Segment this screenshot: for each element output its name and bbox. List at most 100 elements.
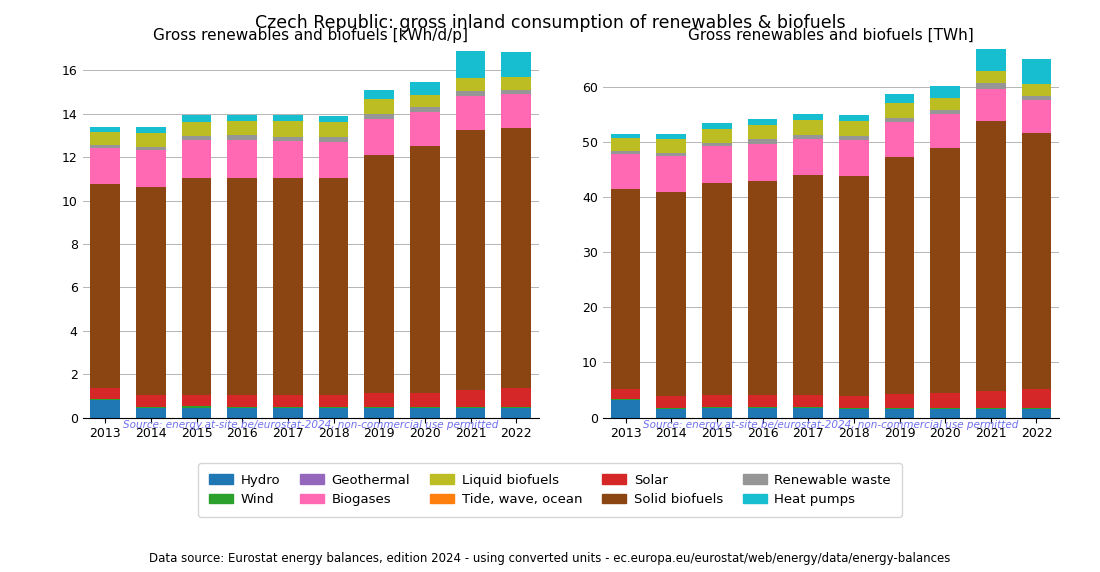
Title: Gross renewables and biofuels [TWh]: Gross renewables and biofuels [TWh] <box>689 28 974 43</box>
Bar <box>136 147 166 150</box>
Bar <box>884 157 914 394</box>
Bar <box>455 408 485 418</box>
Bar <box>273 178 303 395</box>
Bar <box>90 388 120 399</box>
Bar <box>610 189 640 388</box>
Bar <box>839 409 869 418</box>
Bar <box>657 156 686 192</box>
Text: Data source: Eurostat energy balances, edition 2024 - using converted units - ec: Data source: Eurostat energy balances, e… <box>150 551 950 565</box>
Bar <box>884 94 914 103</box>
Bar <box>364 394 394 407</box>
Bar <box>228 136 257 140</box>
Bar <box>884 394 914 408</box>
Bar <box>273 121 303 137</box>
Bar <box>1022 133 1052 389</box>
Bar <box>657 153 686 156</box>
Bar <box>502 51 531 77</box>
Bar <box>793 407 823 408</box>
Bar <box>839 115 869 121</box>
Bar <box>884 122 914 157</box>
Bar <box>702 407 732 408</box>
Bar <box>182 136 211 140</box>
Bar <box>610 400 640 418</box>
Bar <box>455 391 485 407</box>
Bar <box>455 130 485 391</box>
Bar <box>410 407 440 408</box>
Bar <box>884 118 914 122</box>
Bar <box>976 89 1005 121</box>
Bar <box>364 154 394 394</box>
Bar <box>931 110 960 114</box>
Bar <box>793 408 823 418</box>
Bar <box>136 407 166 408</box>
Legend: Hydro, Wind, Geothermal, Biogases, Liquid biofuels, Tide, wave, ocean, Solar, So: Hydro, Wind, Geothermal, Biogases, Liqui… <box>198 463 902 517</box>
Bar <box>839 140 869 176</box>
Bar <box>90 399 120 400</box>
Bar <box>702 122 732 129</box>
Bar <box>410 107 440 112</box>
Bar <box>657 140 686 153</box>
Bar <box>319 116 349 122</box>
Bar <box>364 407 394 408</box>
Bar <box>839 136 869 140</box>
Bar <box>273 395 303 407</box>
Bar <box>931 409 960 418</box>
Bar <box>182 121 211 136</box>
Bar <box>976 408 1005 409</box>
Bar <box>502 77 531 90</box>
Bar <box>90 400 120 418</box>
Bar <box>657 408 686 409</box>
Bar <box>502 94 531 128</box>
Bar <box>182 177 211 395</box>
Bar <box>319 408 349 418</box>
Bar <box>610 399 640 400</box>
Bar <box>273 408 303 418</box>
Bar <box>182 395 211 407</box>
Bar <box>319 122 349 137</box>
Bar <box>931 148 960 394</box>
Bar <box>136 408 166 418</box>
Bar <box>931 114 960 148</box>
Bar <box>273 141 303 178</box>
Bar <box>228 408 257 418</box>
Bar <box>657 192 686 396</box>
Bar <box>931 98 960 110</box>
Bar <box>228 407 257 408</box>
Bar <box>610 151 640 154</box>
Bar <box>748 140 778 144</box>
Bar <box>610 138 640 151</box>
Bar <box>748 181 778 395</box>
Bar <box>410 112 440 146</box>
Bar <box>976 121 1005 391</box>
Bar <box>182 140 211 177</box>
Bar <box>502 388 531 407</box>
Bar <box>502 408 531 418</box>
Bar <box>793 175 823 395</box>
Bar <box>502 407 531 408</box>
Bar <box>884 408 914 409</box>
Bar <box>182 116 211 121</box>
Bar <box>702 183 732 395</box>
Bar <box>657 396 686 408</box>
Bar <box>319 141 349 178</box>
Bar <box>273 115 303 121</box>
Bar <box>90 132 120 145</box>
Bar <box>228 121 257 136</box>
Bar <box>793 120 823 135</box>
Bar <box>702 129 732 143</box>
Bar <box>410 146 440 392</box>
Bar <box>748 144 778 181</box>
Bar <box>90 148 120 184</box>
Bar <box>455 91 485 96</box>
Bar <box>610 154 640 189</box>
Bar <box>455 407 485 408</box>
Bar <box>182 408 211 418</box>
Bar <box>793 139 823 175</box>
Bar <box>228 114 257 121</box>
Bar <box>839 396 869 408</box>
Bar <box>273 137 303 141</box>
Bar <box>793 135 823 139</box>
Bar <box>931 394 960 408</box>
Bar <box>793 395 823 407</box>
Bar <box>1022 408 1052 409</box>
